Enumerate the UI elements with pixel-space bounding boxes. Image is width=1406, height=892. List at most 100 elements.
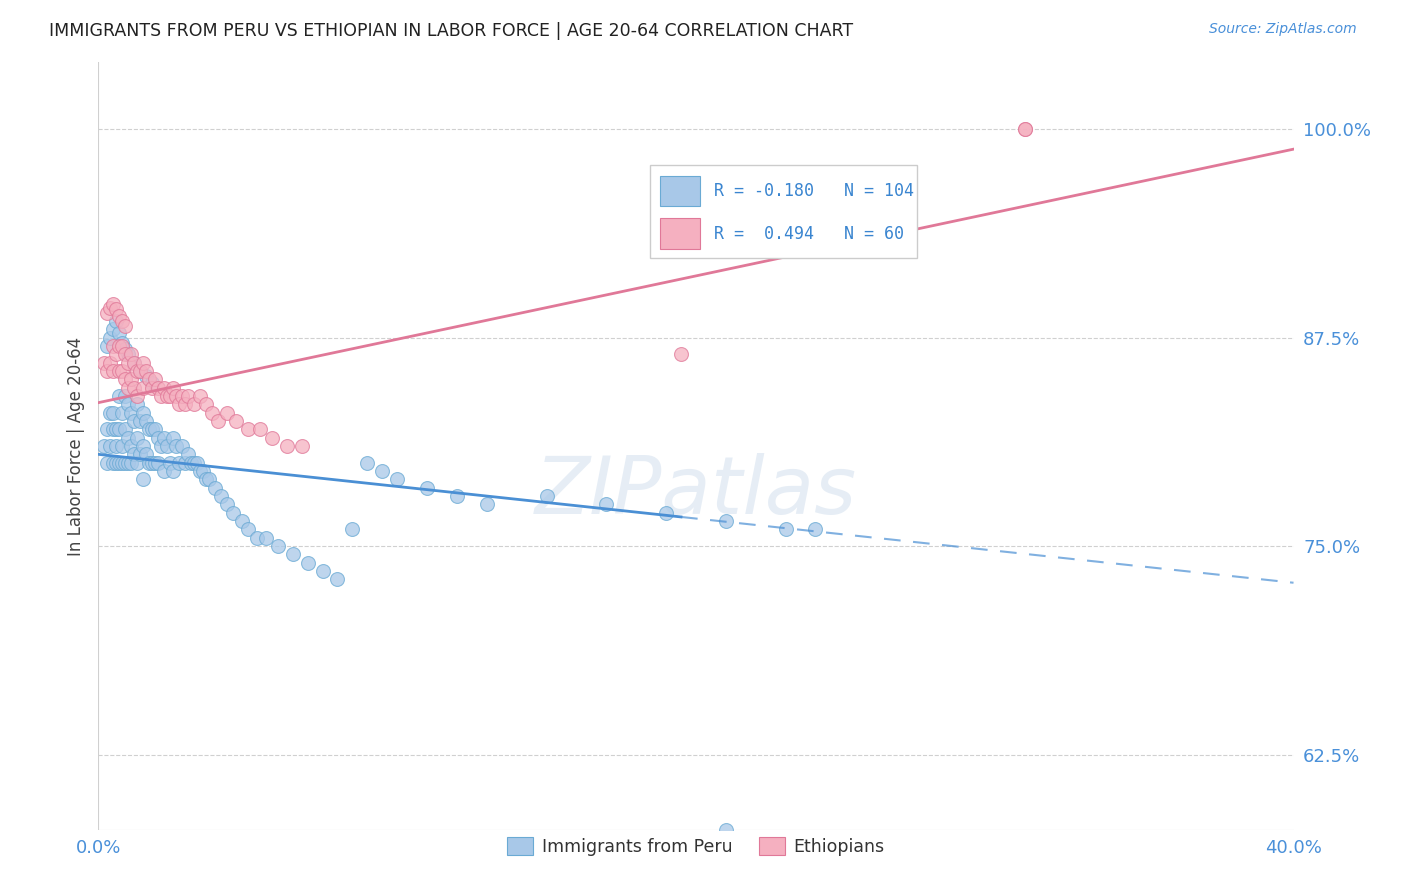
Text: R = -0.180   N = 104: R = -0.180 N = 104 [714, 182, 914, 200]
Point [111, 406, 134, 420]
Point [120, 372, 142, 386]
Point [105, 314, 128, 328]
Point [143, 456, 166, 470]
Point [132, 381, 155, 395]
Point [177, 447, 200, 461]
Point [150, 389, 173, 403]
Point [207, 414, 229, 428]
Point [103, 456, 125, 470]
Point [127, 389, 149, 403]
Point [165, 389, 187, 403]
Point [138, 422, 160, 436]
Point [188, 389, 211, 403]
Point [260, 431, 283, 445]
Point [143, 422, 166, 436]
Point [117, 347, 139, 361]
Point [215, 497, 238, 511]
Point [103, 422, 125, 436]
Point [98, 356, 122, 370]
Point [236, 522, 259, 536]
Point [114, 347, 136, 361]
Point [342, 522, 364, 536]
Point [153, 464, 176, 478]
Point [124, 356, 146, 370]
Point [124, 356, 146, 370]
Point [198, 472, 221, 486]
Point [156, 439, 179, 453]
Point [96, 422, 118, 436]
Point [222, 506, 245, 520]
Point [98, 330, 122, 344]
Point [138, 456, 160, 470]
Point [105, 302, 128, 317]
Point [114, 422, 136, 436]
Point [249, 422, 271, 436]
Point [186, 456, 208, 470]
Point [183, 397, 205, 411]
Point [124, 447, 146, 461]
Point [669, 347, 692, 361]
Point [114, 343, 136, 357]
Point [105, 347, 128, 361]
Point [129, 447, 152, 461]
Text: IMMIGRANTS FROM PERU VS ETHIOPIAN IN LABOR FORCE | AGE 20-64 CORRELATION CHART: IMMIGRANTS FROM PERU VS ETHIOPIAN IN LAB… [49, 22, 853, 40]
Point [1014, 122, 1036, 136]
Point [135, 447, 157, 461]
Point [156, 389, 179, 403]
Point [96, 339, 118, 353]
Point [108, 456, 131, 470]
Point [93, 439, 115, 453]
Point [132, 406, 155, 420]
Point [174, 397, 197, 411]
Point [385, 472, 409, 486]
Point [276, 439, 298, 453]
Point [775, 522, 797, 536]
Point [714, 514, 737, 528]
Point [96, 305, 118, 319]
Point [105, 422, 128, 436]
Point [93, 356, 115, 370]
Point [246, 531, 269, 545]
Point [231, 514, 253, 528]
Point [120, 347, 142, 361]
Text: Source: ZipAtlas.com: Source: ZipAtlas.com [1209, 22, 1357, 37]
Point [595, 497, 617, 511]
Point [135, 414, 157, 428]
Point [162, 464, 184, 478]
Point [120, 406, 142, 420]
Point [475, 497, 498, 511]
Point [159, 456, 181, 470]
Point [159, 389, 181, 403]
Point [536, 489, 558, 503]
Point [416, 481, 439, 495]
Point [1014, 122, 1036, 136]
Point [103, 322, 125, 336]
Point [172, 389, 194, 403]
Point [191, 464, 214, 478]
Point [120, 439, 142, 453]
Point [132, 472, 155, 486]
Point [117, 356, 139, 370]
Point [129, 364, 152, 378]
Point [201, 406, 224, 420]
Point [105, 456, 128, 470]
Point [135, 364, 157, 378]
Point [150, 439, 173, 453]
Point [124, 381, 146, 395]
Point [127, 456, 149, 470]
Point [111, 314, 134, 328]
Bar [661, 219, 700, 249]
Point [225, 414, 247, 428]
Text: R =  0.494   N = 60: R = 0.494 N = 60 [714, 225, 904, 243]
Point [162, 431, 184, 445]
Point [148, 431, 170, 445]
Point [98, 301, 122, 315]
Point [114, 372, 136, 386]
Point [236, 422, 259, 436]
Bar [661, 176, 700, 206]
Point [114, 318, 136, 333]
Point [714, 822, 737, 837]
Point [167, 456, 190, 470]
Point [111, 335, 134, 350]
FancyBboxPatch shape [650, 165, 917, 258]
